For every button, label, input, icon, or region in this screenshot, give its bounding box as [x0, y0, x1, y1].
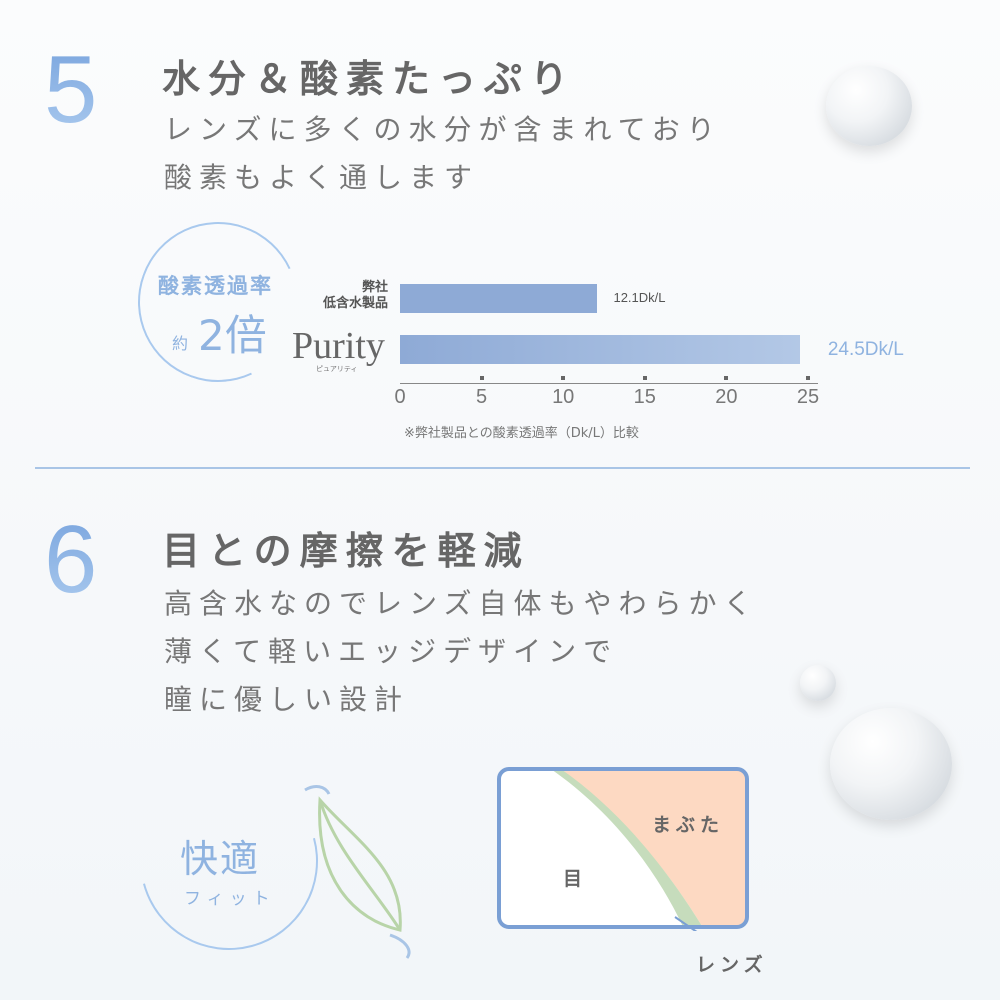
bar-1: [400, 335, 800, 364]
purity-sub-label: ピュアリティ: [316, 365, 358, 373]
section-6-number: 6: [44, 506, 98, 613]
water-drop: [830, 708, 952, 820]
badge-value: 2倍: [198, 311, 267, 360]
tick-mark: [806, 376, 810, 380]
water-drop: [800, 665, 836, 701]
bar-chart: 12.1Dk/L 24.5Dk/L 0 5 10 15 20 25: [0, 0, 1000, 450]
tick-mark: [479, 376, 484, 380]
tick-label: 25: [796, 386, 820, 408]
data-label: 12.1Dk/L: [613, 290, 666, 305]
tick-mark: [724, 376, 729, 380]
bar-0: [400, 284, 598, 313]
tick-label: 0: [394, 386, 406, 408]
chart-note: ※弊社製品との酸素透過率（Dk/L）比較: [404, 426, 639, 441]
eye-lens-diagram: [497, 767, 749, 931]
section-6-title: 目との摩擦を軽減: [162, 529, 530, 573]
badge-top-text: 酸素透過率: [158, 274, 273, 298]
tick-label: 10: [552, 386, 575, 408]
data-label: 24.5Dk/L: [827, 339, 904, 360]
tick-label: 5: [476, 386, 488, 408]
body-line: 薄くて軽いエッジデザインで: [164, 635, 619, 668]
body-line: レンズに多くの水分が含まれており: [164, 113, 722, 146]
body-line: 瞳に優しい設計: [164, 683, 410, 716]
tick-label: 20: [715, 386, 738, 408]
section-5-body: レンズに多くの水分が含まれており 酸素もよく通します: [164, 106, 722, 202]
lens-area: [545, 769, 705, 927]
axis-line: [400, 383, 818, 384]
body-line: 高含水なのでレンズ自体もやわらかく: [164, 587, 759, 620]
eyelid-area: [545, 769, 747, 927]
category-label-purity: Purity: [292, 325, 385, 367]
label-line: 低含水製品: [322, 296, 388, 311]
section-divider: [35, 467, 970, 469]
water-drop: [826, 66, 912, 146]
tick-mark: [561, 376, 566, 380]
comfort-main: 快適: [180, 837, 261, 881]
comfort-sub: フィット: [184, 889, 276, 909]
label-line: 弊社: [361, 280, 388, 295]
eyelid-label: まぶた: [652, 814, 725, 836]
lens-label: レンズ: [696, 954, 768, 976]
badge-prefix: 約: [172, 334, 189, 353]
section-5-number: 5: [44, 36, 98, 143]
body-line: 酸素もよく通します: [164, 161, 480, 194]
tick-label: 15: [633, 386, 656, 408]
section-6-body: 高含水なのでレンズ自体もやわらかく 薄くて軽いエッジデザインで 瞳に優しい設計: [164, 580, 758, 724]
section-5-title: 水分＆酸素たっぷり: [162, 57, 577, 101]
leaf-icon: [304, 785, 411, 959]
category-label-competitor: 弊社 低含水製品: [290, 280, 388, 312]
eye-label: 目: [563, 868, 583, 890]
tick-mark: [642, 376, 647, 380]
